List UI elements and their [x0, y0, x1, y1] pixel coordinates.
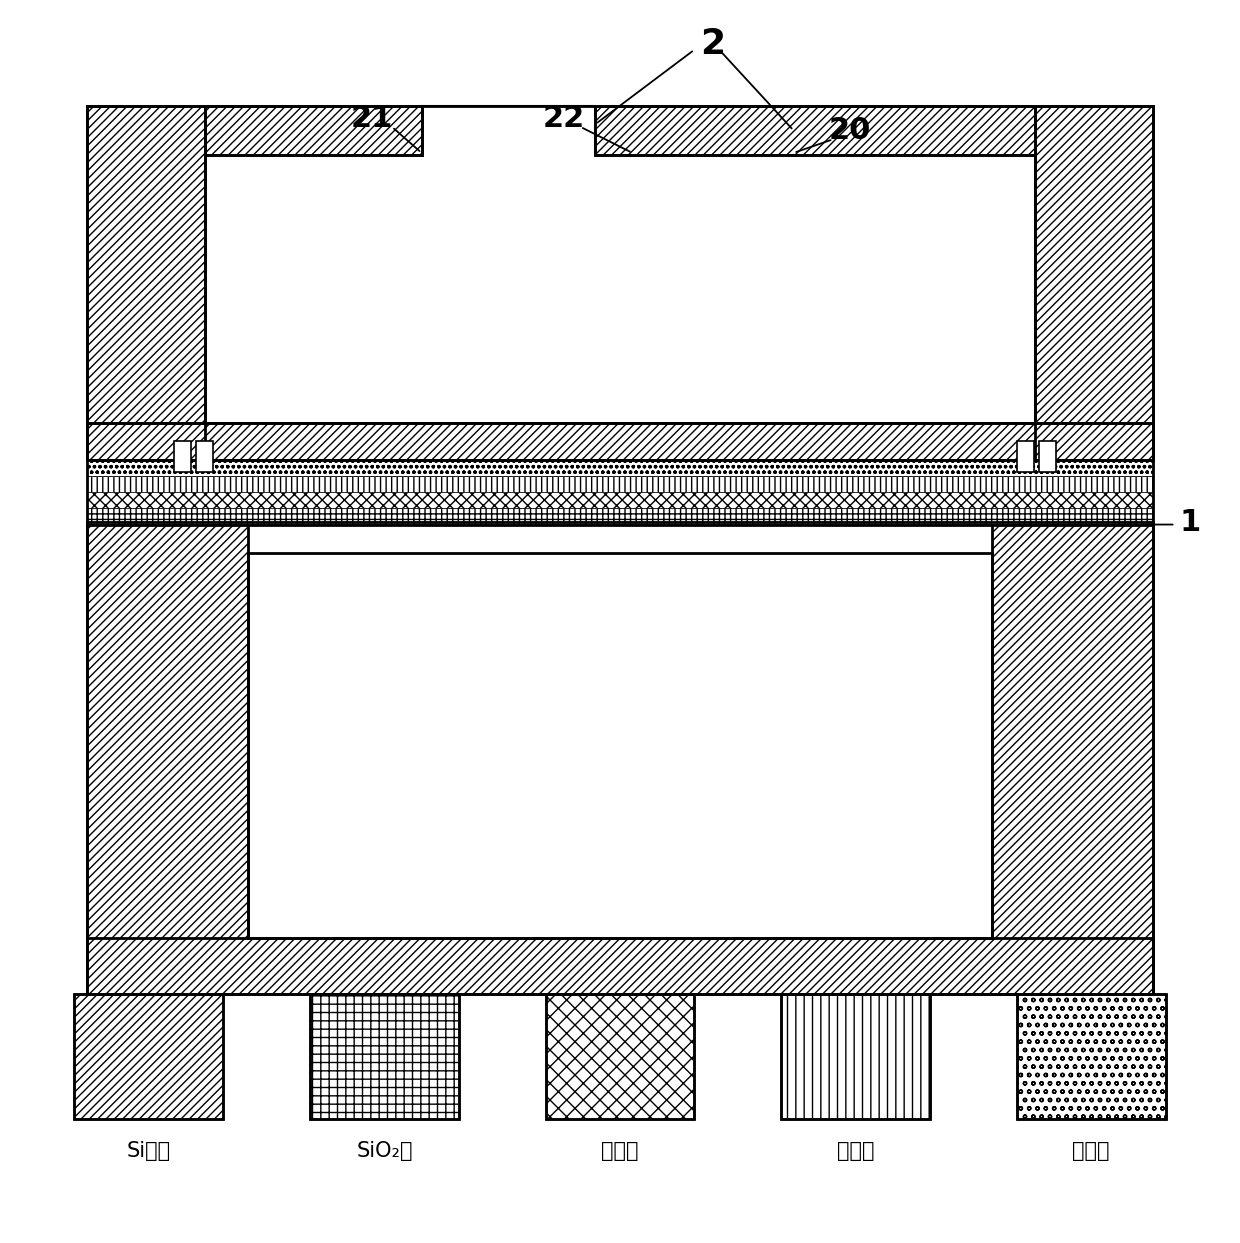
Bar	[87, 508, 1153, 525]
Text: 金电极: 金电极	[1073, 1141, 1110, 1161]
Bar	[174, 441, 191, 472]
Bar	[74, 994, 223, 1119]
Bar	[781, 994, 930, 1119]
Bar	[87, 476, 1153, 492]
Bar	[1035, 106, 1153, 460]
Text: 2: 2	[701, 26, 725, 61]
Bar	[248, 553, 992, 938]
Bar	[1039, 441, 1056, 472]
Text: 1: 1	[1179, 507, 1202, 537]
Bar	[87, 106, 205, 460]
Bar	[1035, 106, 1153, 460]
Bar	[1017, 441, 1034, 472]
Bar	[546, 994, 694, 1119]
Text: 21: 21	[351, 103, 393, 133]
Bar	[595, 106, 1035, 155]
Bar	[205, 106, 422, 155]
Text: 电极层: 电极层	[601, 1141, 639, 1161]
Text: Si衬底: Si衬底	[126, 1141, 171, 1161]
Bar	[595, 106, 1035, 155]
Bar	[310, 994, 459, 1119]
Bar	[87, 522, 1153, 994]
Text: SiO₂层: SiO₂层	[356, 1141, 413, 1161]
Bar	[310, 994, 459, 1119]
Bar	[87, 460, 1153, 525]
Bar	[196, 441, 213, 472]
Bar	[1017, 994, 1166, 1119]
Bar	[74, 994, 223, 1119]
Bar	[87, 938, 1153, 994]
Text: 22: 22	[543, 103, 585, 133]
Bar	[205, 106, 1035, 423]
Bar	[87, 492, 1153, 508]
Bar	[1017, 994, 1166, 1119]
Bar	[87, 423, 1153, 460]
Bar	[87, 106, 205, 460]
Text: 压电层: 压电层	[837, 1141, 874, 1161]
Bar	[992, 522, 1153, 994]
Text: 20: 20	[828, 116, 870, 145]
Bar	[781, 994, 930, 1119]
Bar	[87, 460, 1153, 476]
Bar	[87, 423, 1153, 460]
Bar	[87, 522, 248, 994]
Bar	[205, 106, 422, 155]
Bar	[546, 994, 694, 1119]
